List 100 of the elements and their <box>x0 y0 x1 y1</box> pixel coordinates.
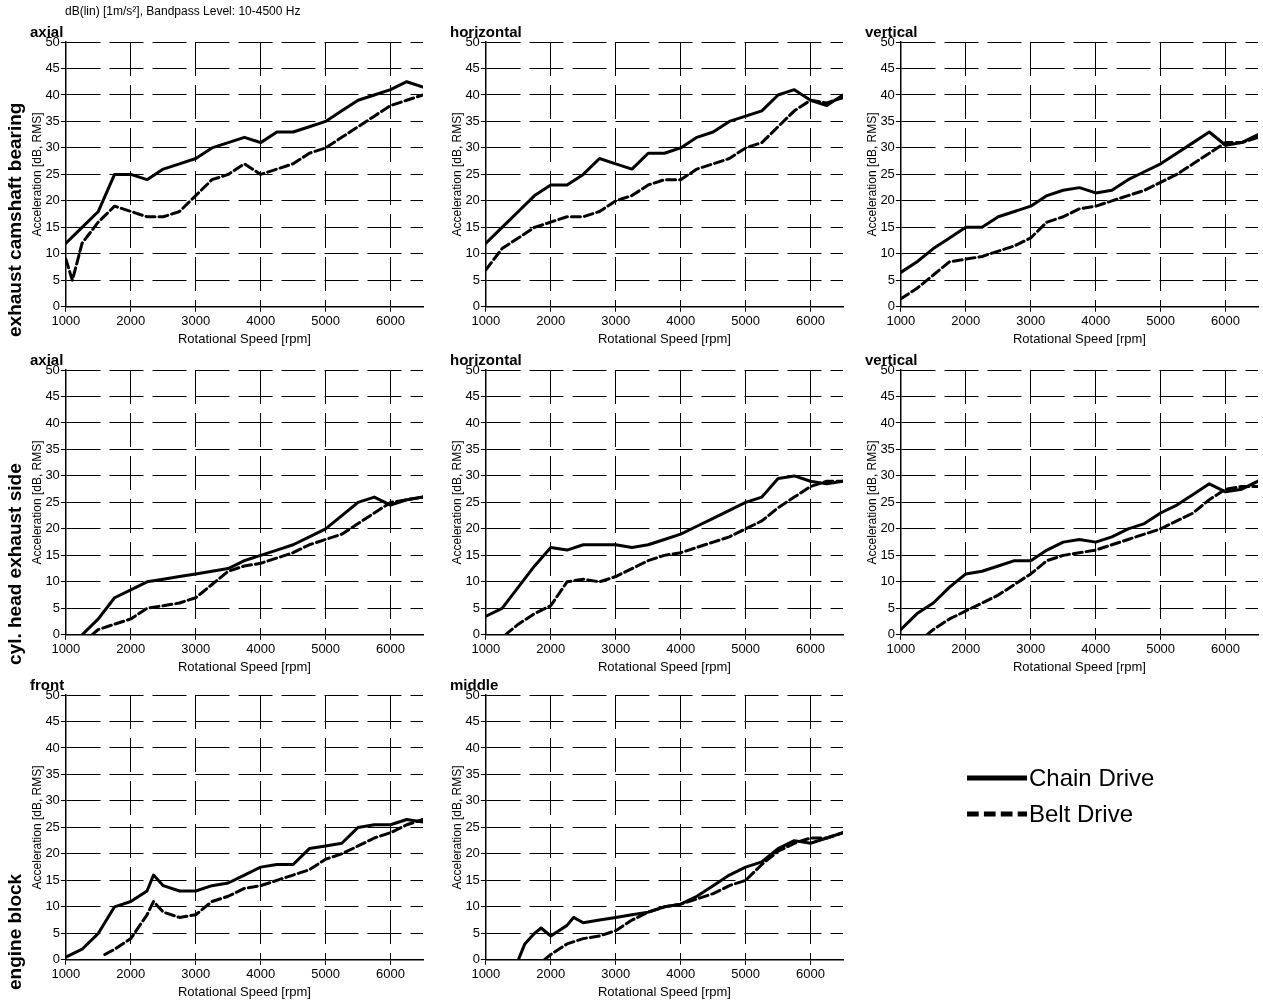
y-tick-label: 30 <box>465 467 480 483</box>
y-tick-label: 10 <box>465 245 480 261</box>
legend-label: Chain Drive <box>1029 764 1155 792</box>
y-tick-label: 5 <box>472 924 480 940</box>
y-tick-label: 40 <box>45 414 60 430</box>
y-tick-label: 0 <box>472 626 480 642</box>
y-tick-label: 10 <box>45 898 60 914</box>
y-tick-label: 15 <box>45 546 60 562</box>
y-tick-label: 10 <box>465 573 480 589</box>
y-tick-label: 20 <box>45 520 60 536</box>
y-tick-label: 0 <box>887 626 895 642</box>
text: exhaust camshaft bearing <box>4 102 26 337</box>
y-tick-label: 10 <box>45 245 60 261</box>
y-tick-label: 20 <box>465 845 480 861</box>
x-tick-label: 6000 <box>796 641 825 657</box>
y-tick-label: 20 <box>880 192 895 208</box>
y-tick-label: 20 <box>45 192 60 208</box>
y-tick-label: 15 <box>880 218 895 234</box>
y-tick-label: 10 <box>880 245 895 261</box>
x-tick-label: 6000 <box>1211 313 1240 329</box>
y-tick-label: 5 <box>52 599 60 615</box>
y-tick-label: 35 <box>880 441 895 457</box>
y-tick-label: 5 <box>887 271 895 287</box>
legend-label: Belt Drive <box>1029 800 1134 828</box>
y-tick-label: 25 <box>880 165 895 181</box>
x-tick-label: 1000 <box>51 313 81 329</box>
y-tick-label: 35 <box>45 113 60 129</box>
x-tick-label: 3000 <box>1016 641 1046 657</box>
y-axis-title: Acceleration [dB, RMS] <box>29 112 44 237</box>
y-tick-label: 20 <box>880 520 895 536</box>
x-tick-label: 2000 <box>536 966 566 982</box>
y-tick-label: 15 <box>880 546 895 562</box>
x-tick-label: 2000 <box>951 641 981 657</box>
y-tick-label: 15 <box>45 871 60 887</box>
y-tick-label: 30 <box>45 792 60 808</box>
y-tick-label: 35 <box>880 113 895 129</box>
x-axis-title: Rotational Speed [rpm] <box>177 330 311 346</box>
x-axis-title: Rotational Speed [rpm] <box>1012 658 1146 674</box>
text: engine block <box>4 873 26 990</box>
y-tick-label: 0 <box>52 626 60 642</box>
x-axis-title: Rotational Speed [rpm] <box>177 658 311 674</box>
x-axis-title: Rotational Speed [rpm] <box>597 983 731 999</box>
x-tick-label: 5000 <box>1146 641 1176 657</box>
x-tick-label: 5000 <box>731 966 761 982</box>
x-tick-label: 5000 <box>731 313 761 329</box>
y-tick-label: 30 <box>465 792 480 808</box>
y-tick-label: 15 <box>465 218 480 234</box>
x-axis-title: Rotational Speed [rpm] <box>597 330 731 346</box>
x-tick-label: 3000 <box>601 966 631 982</box>
x-tick-label: 6000 <box>376 313 405 329</box>
y-tick-label: 40 <box>880 414 895 430</box>
y-tick-label: 30 <box>45 139 60 155</box>
x-tick-label: 1000 <box>886 641 916 657</box>
x-tick-label: 2000 <box>116 313 146 329</box>
y-tick-label: 25 <box>465 165 480 181</box>
x-tick-label: 5000 <box>731 641 761 657</box>
x-tick-label: 3000 <box>1016 313 1046 329</box>
y-tick-label: 30 <box>465 139 480 155</box>
y-tick-label: 40 <box>465 86 480 102</box>
y-tick-label: 35 <box>45 766 60 782</box>
y-tick-label: 5 <box>472 271 480 287</box>
y-tick-label: 10 <box>465 898 480 914</box>
x-tick-label: 1000 <box>471 966 501 982</box>
x-tick-label: 3000 <box>181 966 211 982</box>
y-tick-label: 25 <box>465 493 480 509</box>
y-tick-label: 45 <box>465 388 480 404</box>
x-tick-label: 6000 <box>376 966 405 982</box>
y-tick-label: 40 <box>45 739 60 755</box>
x-tick-label: 5000 <box>311 641 341 657</box>
y-tick-label: 15 <box>45 218 60 234</box>
y-tick-label: 30 <box>880 467 895 483</box>
y-axis-title: Acceleration [dB, RMS] <box>29 440 44 565</box>
y-tick-label: 5 <box>52 924 60 940</box>
y-tick-label: 15 <box>465 871 480 887</box>
x-tick-label: 1000 <box>471 313 501 329</box>
y-axis-title: Acceleration [dB, RMS] <box>449 765 464 890</box>
x-tick-label: 2000 <box>116 966 146 982</box>
y-tick-label: 45 <box>45 388 60 404</box>
y-axis-title: Acceleration [dB, RMS] <box>449 440 464 565</box>
x-tick-label: 3000 <box>601 641 631 657</box>
x-tick-label: 5000 <box>311 313 341 329</box>
y-tick-label: 0 <box>52 951 60 967</box>
x-tick-label: 4000 <box>1081 641 1111 657</box>
x-tick-label: 4000 <box>1081 313 1111 329</box>
y-tick-label: 25 <box>45 493 60 509</box>
text: cyl. head exhaust side <box>4 463 26 665</box>
x-tick-label: 6000 <box>796 966 825 982</box>
y-tick-label: 30 <box>880 139 895 155</box>
x-tick-label: 5000 <box>1146 313 1176 329</box>
x-tick-label: 4000 <box>666 313 696 329</box>
y-tick-label: 45 <box>465 713 480 729</box>
x-tick-label: 4000 <box>666 641 696 657</box>
x-tick-label: 4000 <box>246 313 276 329</box>
y-tick-label: 0 <box>887 298 895 314</box>
y-tick-label: 35 <box>465 766 480 782</box>
y-tick-label: 20 <box>465 192 480 208</box>
y-tick-label: 15 <box>465 546 480 562</box>
y-tick-label: 35 <box>465 113 480 129</box>
y-tick-label: 45 <box>465 60 480 76</box>
y-tick-label: 40 <box>45 86 60 102</box>
